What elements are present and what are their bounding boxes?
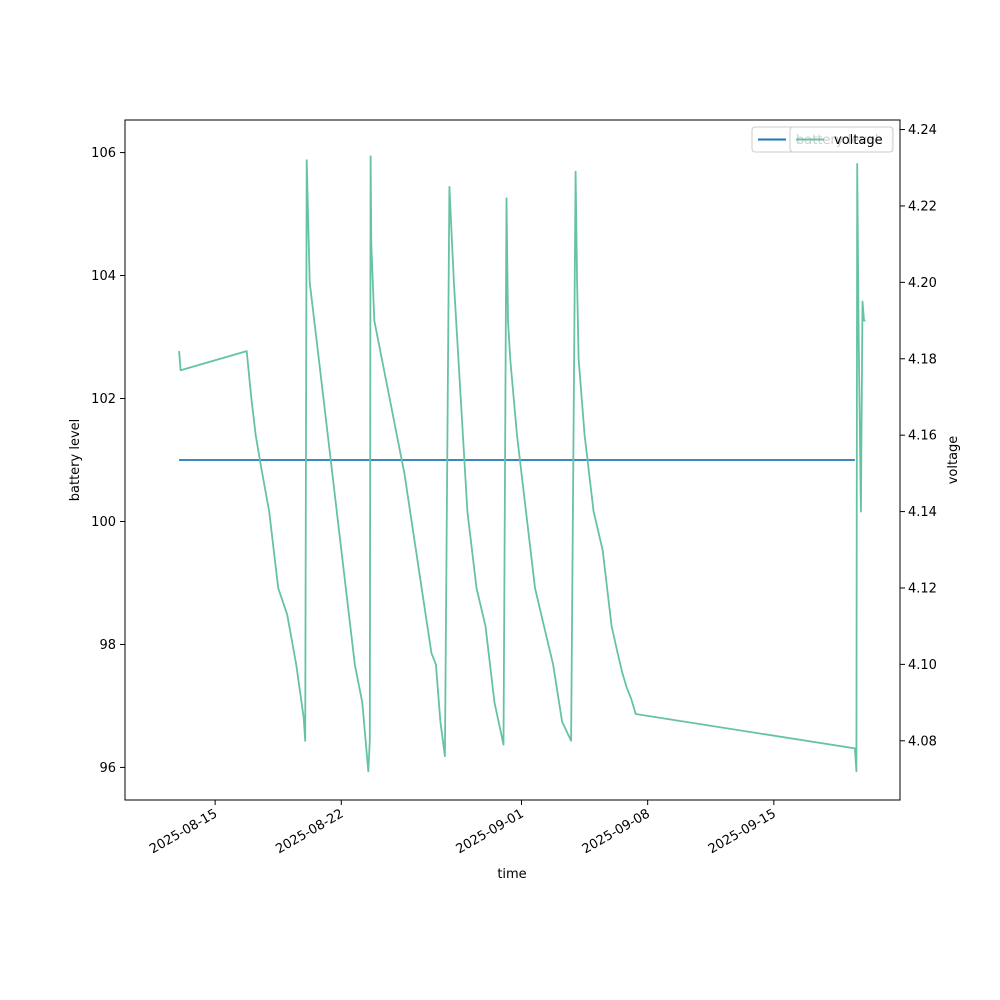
x-tick-label: 2025-09-01 [454,806,527,857]
y-right-tick-label: 4.08 [908,734,937,749]
series-line-voltage [178,155,866,773]
y-left-tick-label: 106 [91,146,116,161]
y-right-tick-label: 4.10 [908,658,937,673]
legend-box [789,126,894,153]
y-right-tick-label: 4.16 [908,429,937,444]
plot-frame [124,119,901,801]
x-tick-label: 2025-08-22 [273,806,346,857]
x-axis: 2025-08-15 2025-08-22 2025-09-01 2025-09-08… [147,800,779,857]
y-right-tick-label: 4.18 [908,352,937,367]
y-left-tick-label: 104 [91,269,116,284]
y-left-tick-label: 102 [91,392,116,407]
y-left-tick-label: 100 [91,515,116,530]
series-lines [178,155,866,773]
y-left-tick-label: 96 [99,761,116,776]
y-right-tick-label: 4.22 [908,199,937,214]
plot-border [124,119,901,801]
legend-voltage: voltage [789,126,894,153]
y-right-tick-label: 4.24 [908,123,937,138]
y-axis-left: 96 98 100 102 104 106 [91,146,125,776]
x-axis-label: time [497,867,526,882]
y-right-tick-label: 4.14 [908,505,937,520]
y-axis-right-label: voltage [946,436,961,485]
x-tick-label: 2025-09-08 [580,806,653,857]
y-right-tick-label: 4.20 [908,276,937,291]
y-axis-right: 4.08 4.10 4.12 4.14 4.16 4.18 4.20 4.22 4.24 [900,123,937,749]
y-right-tick-label: 4.12 [908,581,937,596]
y-axis-left-label: battery level [68,419,83,502]
x-tick-label: 2025-09-15 [706,806,779,857]
y-left-tick-label: 98 [99,638,116,653]
legend-label: voltage [834,133,883,148]
x-tick-label: 2025-08-15 [147,806,220,857]
